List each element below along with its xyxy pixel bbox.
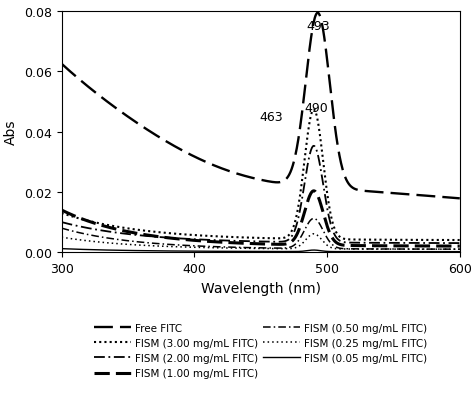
X-axis label: Wavelength (nm): Wavelength (nm) <box>201 281 321 295</box>
Y-axis label: Abs: Abs <box>4 119 18 145</box>
Text: 490: 490 <box>305 101 328 114</box>
Legend: Free FITC, FISM (3.00 mg/mL FITC), FISM (2.00 mg/mL FITC), FISM (1.00 mg/mL FITC: Free FITC, FISM (3.00 mg/mL FITC), FISM … <box>94 323 427 378</box>
Text: 493: 493 <box>306 20 329 33</box>
Text: 463: 463 <box>259 110 283 123</box>
